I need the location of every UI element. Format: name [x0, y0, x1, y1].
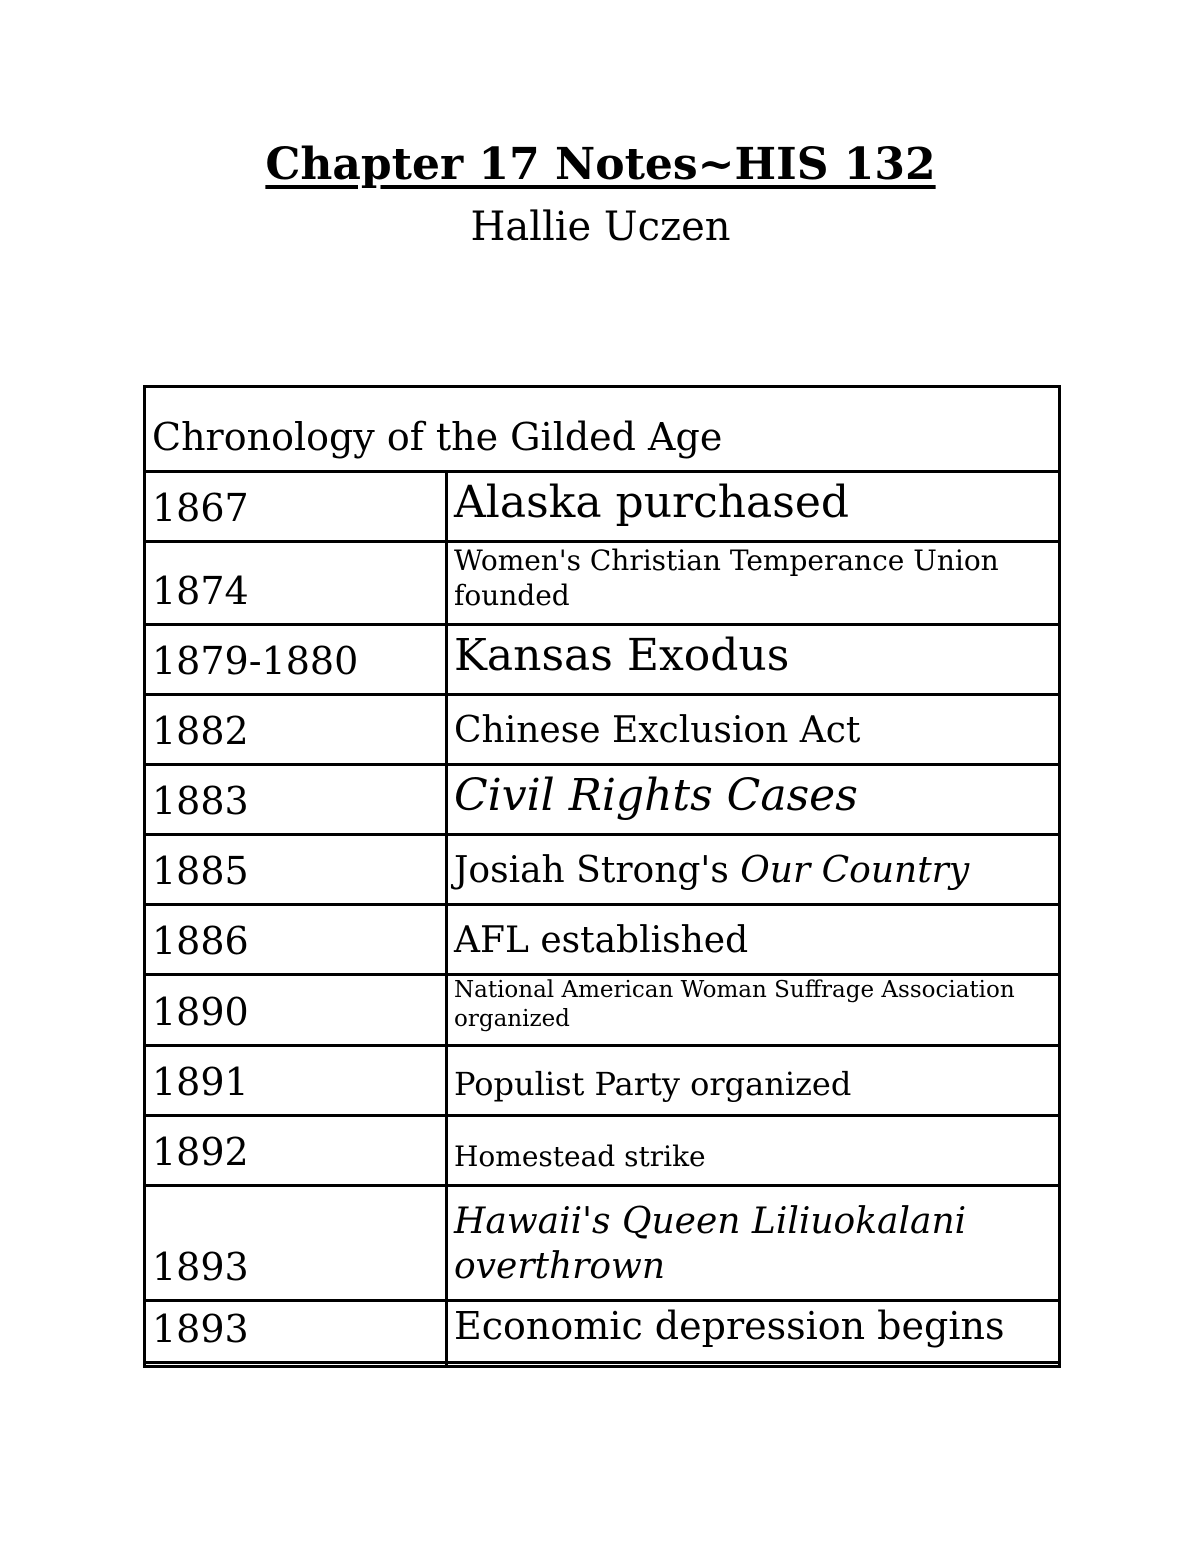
event-cell: Kansas Exodus — [444, 623, 1062, 696]
year-cell: 1892 — [143, 1113, 448, 1187]
event-cell: Economic depression begins — [444, 1298, 1062, 1364]
year-cell: 1867 — [143, 470, 448, 543]
table-row: 1893 Economic depression begins — [143, 1298, 1062, 1364]
event-cell: Populist Party organized — [444, 1043, 1062, 1117]
event-text: Populist Party organized — [454, 1064, 852, 1103]
cutoff-year-cell — [143, 1360, 448, 1368]
event-cell: Hawaii's Queen Liliuokalani overthrown — [444, 1183, 1062, 1302]
event-cell: Josiah Strong's Our Country — [444, 833, 1062, 906]
event-cell: National American Woman Suffrage Associa… — [444, 973, 1062, 1047]
event-text: National American Woman Suffrage Associa… — [454, 977, 1015, 1032]
event-text: Women's Christian Temperance Union found… — [454, 544, 999, 613]
table-title-row: Chronology of the Gilded Age — [142, 385, 1062, 473]
event-cell: Women's Christian Temperance Union found… — [444, 540, 1062, 626]
table-row: 1883 Civil Rights Cases — [143, 763, 1062, 836]
year-cell: 1886 — [143, 903, 448, 976]
table-row: 1867 Alaska purchased — [143, 470, 1062, 543]
cutoff-row — [143, 1360, 1062, 1368]
table-row: 1886 AFL established — [143, 903, 1062, 976]
event-cell: Chinese Exclusion Act — [444, 693, 1062, 766]
event-text: Kansas Exodus — [454, 630, 790, 681]
author-name: Hallie Uczen — [470, 204, 731, 251]
cutoff-event-cell — [444, 1360, 1062, 1368]
event-text-italic: Our Country — [740, 850, 970, 891]
event-text: AFL established — [454, 920, 749, 961]
table-row: 1890 National American Woman Suffrage As… — [143, 973, 1062, 1047]
table-row: 1893 Hawaii's Queen Liliuokalani overthr… — [143, 1183, 1062, 1302]
event-text: Homestead strike — [454, 1139, 706, 1173]
table-row: 1874 Women's Christian Temperance Union … — [143, 540, 1062, 626]
event-cell: Alaska purchased — [444, 470, 1062, 543]
table-title: Chronology of the Gilded Age — [142, 385, 1062, 473]
event-cell: Civil Rights Cases — [444, 763, 1062, 836]
event-text-italic: Civil Rights Cases — [454, 770, 858, 821]
year-cell: 1891 — [143, 1043, 448, 1117]
event-text: Alaska purchased — [454, 477, 850, 528]
chronology-table-body: 1867 Alaska purchased 1874 Women's Chris… — [143, 470, 1062, 1364]
event-text: Chinese Exclusion Act — [454, 710, 861, 751]
table-row: 1885 Josiah Strong's Our Country — [143, 833, 1062, 906]
year-cell: 1883 — [143, 763, 448, 836]
year-cell: 1893 — [143, 1298, 448, 1364]
event-cell: AFL established — [444, 903, 1062, 976]
year-cell: 1879-1880 — [143, 623, 448, 696]
page-title: Chapter 17 Notes~HIS 132 — [265, 139, 936, 190]
table-row: 1891 Populist Party organized — [143, 1043, 1062, 1117]
year-cell: 1890 — [143, 973, 448, 1047]
year-cell: 1885 — [143, 833, 448, 906]
year-cell: 1882 — [143, 693, 448, 766]
document-header: Chapter 17 Notes~HIS 132 Hallie Uczen — [143, 136, 1058, 253]
event-text: Economic depression begins — [454, 1304, 1005, 1348]
event-text-italic: Hawaii's Queen Liliuokalani overthrown — [454, 1200, 967, 1287]
table-row: 1879-1880 Kansas Exodus — [143, 623, 1062, 696]
year-cell: 1874 — [143, 540, 448, 626]
year-cell: 1893 — [143, 1183, 448, 1302]
event-cell: Homestead strike — [444, 1113, 1062, 1187]
chronology-table: Chronology of the Gilded Age 1867 Alaska… — [142, 385, 1062, 1368]
event-text: Josiah Strong's — [454, 850, 741, 891]
table-row: 1892 Homestead strike — [143, 1113, 1062, 1187]
table-row: 1882 Chinese Exclusion Act — [143, 693, 1062, 766]
